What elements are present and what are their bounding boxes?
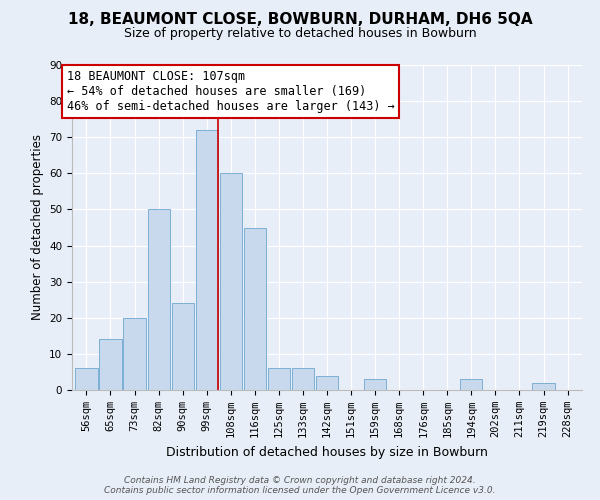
Text: Contains HM Land Registry data © Crown copyright and database right 2024.
Contai: Contains HM Land Registry data © Crown c… [104,476,496,495]
Bar [220,174,242,390]
X-axis label: Distribution of detached houses by size in Bowburn: Distribution of detached houses by size … [166,446,488,458]
Bar [532,383,554,390]
Bar [292,368,314,390]
Bar [100,340,122,390]
Bar [76,368,98,390]
Bar [148,210,170,390]
Bar [172,304,194,390]
Bar [124,318,146,390]
Bar [244,228,266,390]
Y-axis label: Number of detached properties: Number of detached properties [31,134,44,320]
Bar [196,130,218,390]
Bar [268,368,290,390]
Bar [460,379,482,390]
Bar [316,376,338,390]
Text: Size of property relative to detached houses in Bowburn: Size of property relative to detached ho… [124,28,476,40]
Text: 18, BEAUMONT CLOSE, BOWBURN, DURHAM, DH6 5QA: 18, BEAUMONT CLOSE, BOWBURN, DURHAM, DH6… [68,12,532,28]
Bar [364,379,386,390]
Text: 18 BEAUMONT CLOSE: 107sqm
← 54% of detached houses are smaller (169)
46% of semi: 18 BEAUMONT CLOSE: 107sqm ← 54% of detac… [67,70,395,113]
